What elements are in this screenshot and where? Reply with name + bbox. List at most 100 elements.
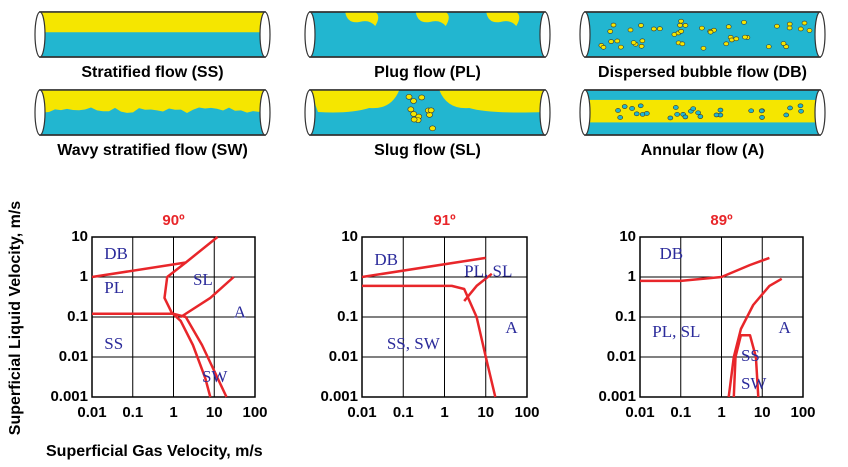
x-tick-label: 1	[717, 404, 725, 421]
pipe-end	[580, 90, 590, 135]
droplet	[638, 104, 643, 108]
droplet	[759, 109, 764, 113]
x-tick-label: 0.1	[122, 404, 143, 421]
regime-label: PL, SL	[652, 322, 700, 341]
chart-title: 90º	[162, 212, 185, 229]
bubble	[726, 25, 731, 29]
x-tick-label: 0.01	[347, 404, 376, 421]
regime-label: DB	[104, 244, 128, 263]
x-tick-label: 10	[206, 404, 223, 421]
x-axis-label: Superficial Gas Velocity, m/s	[46, 443, 263, 460]
bubble	[699, 26, 704, 30]
regime-label: SW	[202, 367, 228, 386]
bubble	[781, 42, 786, 46]
bubble	[787, 22, 792, 26]
droplet	[675, 112, 680, 116]
pipe	[580, 90, 825, 135]
y-tick-label: 0.01	[59, 348, 88, 365]
bubble	[802, 21, 807, 25]
y-tick-label: 0.001	[598, 388, 636, 405]
regime-label: PL, SL	[464, 261, 512, 280]
bubble	[611, 23, 616, 27]
bubble	[406, 94, 412, 99]
pattern-label: Slug flow (SL)	[374, 142, 481, 159]
bubble	[631, 41, 636, 45]
regime-label: DB	[374, 250, 398, 269]
bubble	[411, 99, 417, 104]
bubble	[411, 111, 417, 116]
bubble	[724, 42, 729, 46]
bubble	[734, 37, 739, 41]
droplet	[788, 106, 793, 110]
pattern-label: Stratified flow (SS)	[81, 64, 223, 81]
y-tick-label: 10	[341, 228, 358, 245]
pipe-end	[260, 90, 270, 135]
bubble	[428, 108, 434, 113]
regime-label: A	[505, 318, 518, 337]
y-tick-label: 0.1	[337, 308, 358, 325]
droplet	[673, 105, 678, 109]
bubble	[679, 29, 684, 33]
bubble	[608, 29, 613, 33]
x-tick-label: 100	[790, 404, 815, 421]
chart-title: 91º	[433, 212, 456, 229]
y-tick-label: 0.001	[50, 388, 88, 405]
pipe-end	[305, 12, 315, 57]
droplet	[696, 111, 701, 115]
pattern-label: Annular flow (A)	[641, 142, 765, 159]
droplet	[616, 108, 621, 112]
droplet	[644, 111, 649, 115]
bubble	[628, 28, 633, 32]
bubble	[766, 45, 771, 49]
x-tick-label: 100	[242, 404, 267, 421]
bubble	[408, 107, 414, 112]
x-tick-label: 0.1	[670, 404, 691, 421]
droplet	[630, 106, 635, 110]
pipe-end	[35, 90, 45, 135]
droplet	[634, 112, 639, 116]
bubble	[615, 39, 620, 43]
bubble	[787, 26, 792, 30]
droplet	[698, 115, 703, 119]
regime-label: DB	[659, 244, 683, 263]
pipe	[35, 12, 270, 57]
x-tick-label: 1	[169, 404, 177, 421]
bubble	[774, 24, 779, 28]
bubble	[729, 38, 734, 42]
pipe-end	[815, 12, 825, 57]
x-tick-label: 0.1	[393, 404, 414, 421]
bubble	[651, 27, 656, 31]
y-tick-label: 0.01	[329, 348, 358, 365]
pattern-label: Dispersed bubble flow (DB)	[598, 64, 807, 81]
bubble	[679, 19, 684, 23]
pipe	[35, 90, 270, 135]
bubble	[798, 27, 803, 31]
bubble	[680, 42, 685, 46]
droplet	[622, 105, 627, 109]
y-tick-label: 1	[350, 268, 358, 285]
regime-label: SS, SW	[387, 334, 441, 353]
droplet	[683, 115, 688, 119]
pipe-end	[815, 90, 825, 135]
droplet	[799, 109, 804, 113]
bubble	[701, 46, 706, 50]
droplet	[798, 104, 803, 108]
y-tick-label: 1	[80, 268, 88, 285]
bubble	[419, 95, 425, 100]
x-tick-label: 10	[477, 404, 494, 421]
regime-label: A	[778, 318, 791, 337]
y-tick-label: 10	[619, 228, 636, 245]
pipe-end	[540, 12, 550, 57]
pipe-end	[580, 12, 590, 57]
droplet	[691, 107, 696, 111]
droplet	[618, 115, 623, 119]
x-tick-label: 100	[514, 404, 539, 421]
y-tick-label: 10	[71, 228, 88, 245]
pipe-end	[540, 90, 550, 135]
pattern-label: Wavy stratified flow (SW)	[57, 142, 248, 159]
y-tick-label: 0.1	[67, 308, 88, 325]
chart-title: 89º	[710, 212, 733, 229]
bubble	[683, 23, 688, 27]
droplet	[784, 113, 789, 117]
bubble	[807, 29, 812, 33]
